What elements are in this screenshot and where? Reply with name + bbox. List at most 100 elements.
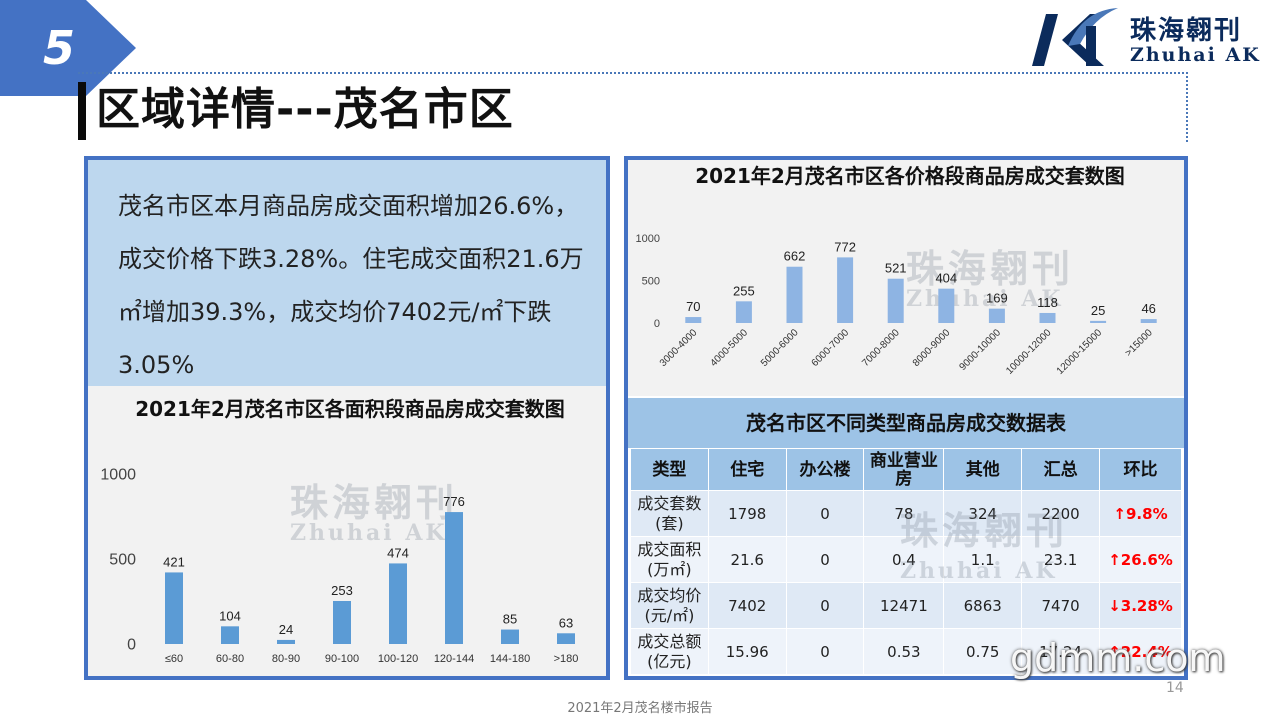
bar: [165, 572, 183, 644]
x-tick-label: 120-144: [434, 653, 474, 665]
bar-value-label: 118: [1037, 295, 1058, 310]
header-cell: 汇总: [1021, 448, 1101, 491]
y-tick-label: 500: [642, 275, 660, 287]
table-cell: 0.4: [863, 536, 945, 583]
bar: [988, 308, 1005, 323]
header-cell: 办公楼: [785, 448, 865, 491]
x-tick-label: 12000-15000: [1055, 327, 1105, 377]
x-tick-label: ≤60: [165, 653, 183, 665]
x-tick-label: 10000-12000: [1004, 327, 1054, 377]
table-cell: 0.53: [863, 628, 945, 675]
area-chart: 0 500 1000 421 ≤60 104 60-80 24 80-90 253 90-100 47…: [100, 467, 579, 665]
table-cell: 7470: [1021, 582, 1101, 629]
bar: [938, 288, 955, 323]
x-tick-label: 90-100: [325, 653, 359, 665]
table-cell: 17.24: [1021, 628, 1101, 675]
bar: [837, 257, 854, 323]
title-accent-bar: [78, 82, 86, 140]
change-cell: ↑26.6%: [1099, 536, 1182, 583]
table-cell: 21.6: [707, 536, 787, 583]
brand-name-en: Zhuhai AK: [1130, 44, 1261, 66]
row-label: 成交面积(万㎡): [630, 536, 709, 583]
bar-value-label: 104: [219, 608, 241, 623]
x-tick-label: 80-90: [272, 653, 300, 665]
page-title: 区域详情---茂名市区: [96, 84, 514, 135]
table-cell: 7402: [707, 582, 787, 629]
table-title: 茂名市区不同类型商品房成交数据表: [746, 411, 1066, 435]
bar-value-label: 253: [331, 583, 353, 598]
watermark-en: Zhuhai AK: [900, 558, 1058, 584]
header-cell: 其他: [943, 448, 1023, 491]
header-cell: 商业营业房: [863, 448, 945, 491]
bar: [735, 301, 752, 323]
x-tick-label: >15000: [1123, 327, 1155, 359]
bar-value-label: 255: [733, 283, 755, 298]
price-chart-background: [628, 160, 1184, 396]
table-row: 成交均价(元/㎡) 7402 0 12471 6863 7470 ↓3.28%: [630, 582, 1182, 629]
table-cell: 0.75: [943, 628, 1023, 675]
footer-text: 2021年2月茂名楼市报告: [567, 701, 713, 716]
table-cell: 12471: [863, 582, 945, 629]
header-cell: 住宅: [707, 448, 787, 491]
y-tick-label: 500: [109, 552, 136, 569]
price-chart: 0 500 1000 70 3000-4000 255 4000-5000 662 5000-6…: [636, 233, 1157, 377]
y-tick-label: 0: [127, 637, 136, 654]
x-tick-label: 7000-8000: [860, 327, 902, 369]
bar: [221, 626, 239, 644]
bar-value-label: 421: [163, 554, 185, 569]
x-tick-label: 5000-6000: [759, 327, 801, 369]
table-cell: 1.1: [943, 536, 1023, 583]
section-number: 5: [42, 21, 75, 75]
table-cell: 0: [785, 628, 865, 675]
change-cell: ↑22.4%: [1099, 628, 1182, 675]
row-label: 成交均价(元/㎡): [630, 582, 709, 629]
watermark-cn: 珠海翱刊: [900, 509, 1069, 553]
bar: [685, 317, 702, 323]
bar: [389, 563, 407, 644]
bar: [1090, 320, 1107, 323]
bar-value-label: 24: [279, 622, 293, 637]
x-tick-label: 6000-7000: [810, 327, 852, 369]
y-tick-label: 1000: [636, 233, 660, 245]
watermark-cn: 珠海翱刊: [290, 481, 459, 525]
table-cell: 0: [785, 490, 865, 537]
bar: [501, 629, 519, 644]
bar-value-label: 776: [443, 494, 465, 509]
header-cell: 环比: [1099, 448, 1182, 491]
table-cell: 6863: [943, 582, 1023, 629]
table-cell: 23.1: [1021, 536, 1101, 583]
bar: [786, 266, 803, 323]
change-cell: ↓3.28%: [1099, 582, 1182, 629]
page-number: 14: [1166, 680, 1184, 696]
x-tick-label: 3000-4000: [658, 327, 700, 369]
x-tick-label: 9000-10000: [957, 327, 1003, 373]
change-cell: ↑9.8%: [1099, 490, 1182, 537]
transaction-table: 类型 住宅 办公楼 商业营业房 其他 汇总 环比 成交套数(套) 1798 0 …: [630, 448, 1182, 675]
watermark-en: Zhuhai AK: [290, 520, 448, 546]
bar: [445, 512, 463, 644]
x-tick-label: >180: [554, 653, 579, 665]
y-tick-label: 1000: [100, 467, 136, 484]
watermark-en: Zhuhai AK: [906, 286, 1064, 312]
bar-value-label: 85: [503, 612, 517, 627]
table-title-bar: [628, 398, 1184, 448]
bar-value-label: 46: [1141, 301, 1155, 316]
bar-value-label: 662: [784, 249, 806, 264]
bar-value-label: 70: [686, 299, 700, 314]
table-cell: 0: [785, 536, 865, 583]
table-cell: 78: [863, 490, 945, 537]
bar: [1140, 319, 1157, 323]
table-cell: 0: [785, 582, 865, 629]
x-tick-label: 8000-9000: [911, 327, 953, 369]
bar: [557, 633, 575, 644]
bar-value-label: 404: [935, 271, 957, 286]
brand-logo-icon: [1032, 8, 1118, 66]
site-watermark: gdmm.com: [1010, 636, 1226, 680]
title-frame: [78, 72, 1188, 142]
summary-text: 茂名市区本月商品房成交面积增加26.6%，成交价格下跌3.28%。住宅成交面积2…: [118, 192, 584, 379]
y-tick-label: 0: [654, 318, 660, 330]
table-cell: 1798: [707, 490, 787, 537]
bar-value-label: 474: [387, 545, 409, 560]
summary-box: [88, 160, 606, 386]
row-label: 成交套数(套): [630, 490, 709, 537]
